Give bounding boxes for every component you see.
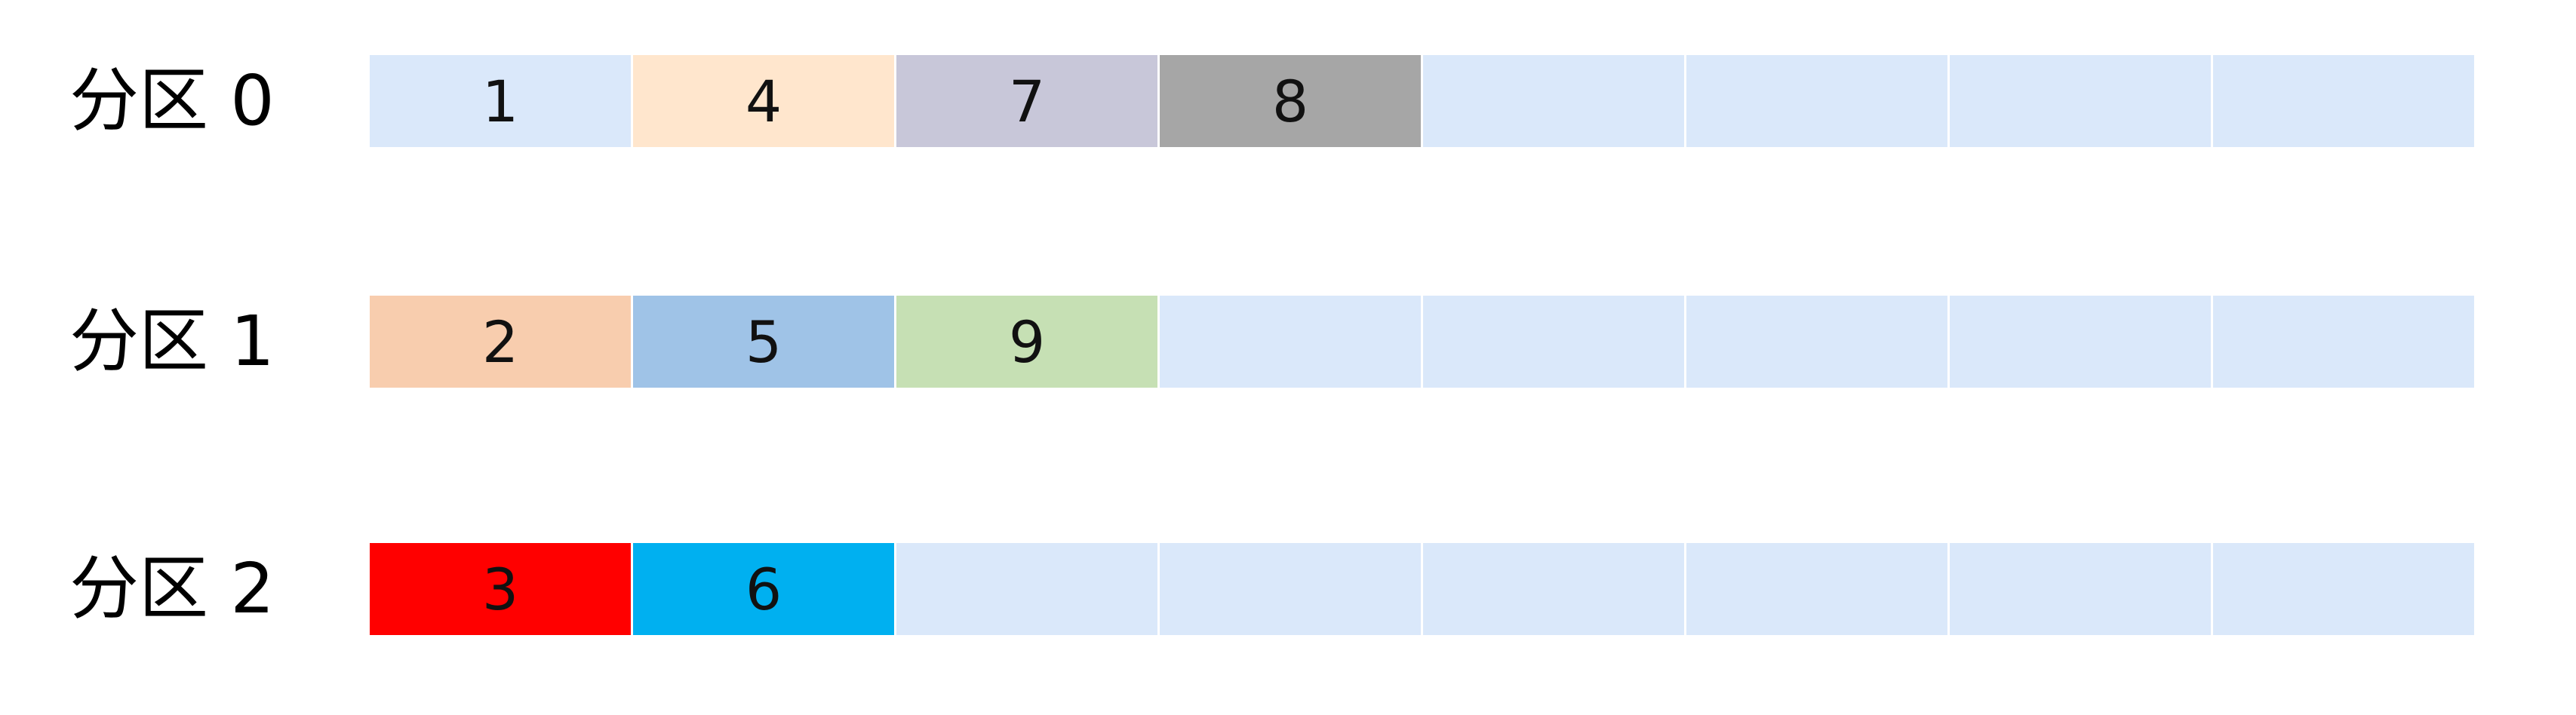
message-slot: 9 (896, 296, 1157, 388)
empty-slot (1423, 296, 1684, 388)
message-slot: 2 (370, 296, 631, 388)
message-slot: 3 (370, 543, 631, 635)
empty-slot (1160, 543, 1421, 635)
partition-label: 分区 1 (69, 301, 275, 382)
empty-slot (896, 543, 1157, 635)
partition-label: 分区 2 (69, 548, 275, 629)
message-slot: 4 (633, 55, 894, 147)
message-slot: 6 (633, 543, 894, 635)
empty-slot (1160, 296, 1421, 388)
empty-slot (2213, 55, 2474, 147)
message-slot: 8 (1160, 55, 1421, 147)
message-slot: 7 (896, 55, 1157, 147)
empty-slot (1686, 543, 1947, 635)
message-slot: 5 (633, 296, 894, 388)
empty-slot (1686, 55, 1947, 147)
empty-slot (1686, 296, 1947, 388)
empty-slot (2213, 543, 2474, 635)
empty-slot (1423, 55, 1684, 147)
empty-slot (2213, 296, 2474, 388)
empty-slot (1423, 543, 1684, 635)
empty-slot (1950, 296, 2211, 388)
empty-slot (1950, 55, 2211, 147)
partition-label: 分区 0 (69, 60, 275, 141)
message-slot: 1 (370, 55, 631, 147)
empty-slot (1950, 543, 2211, 635)
